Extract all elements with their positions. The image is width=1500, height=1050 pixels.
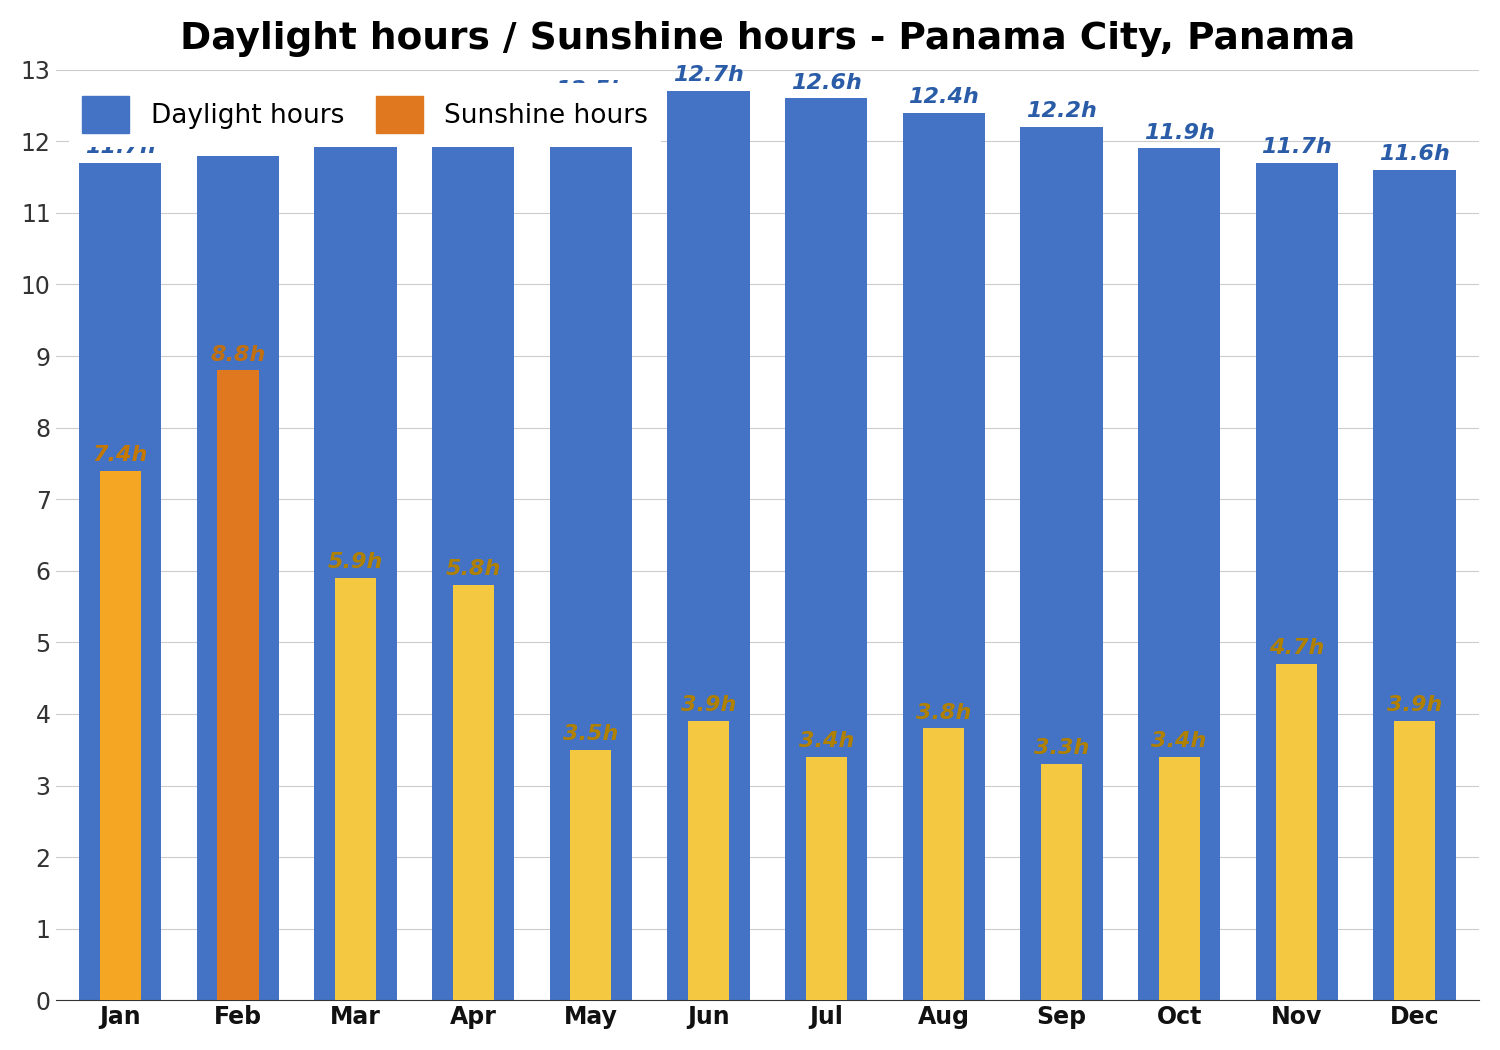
Bar [668, 91, 750, 1001]
Text: 11.8h: 11.8h [202, 130, 273, 150]
Text: 12.1h: 12.1h [320, 108, 392, 128]
Bar [903, 112, 986, 1001]
Bar [1158, 757, 1200, 1001]
Bar [196, 155, 279, 1001]
Bar [1020, 127, 1102, 1001]
Text: 12.6h: 12.6h [790, 72, 861, 92]
Text: 3.9h: 3.9h [1388, 695, 1441, 715]
Bar [1138, 148, 1221, 1001]
Bar [453, 585, 494, 1001]
Text: 3.9h: 3.9h [681, 695, 736, 715]
Bar [924, 729, 964, 1001]
Bar [1374, 170, 1455, 1001]
Text: 11.7h: 11.7h [1262, 136, 1332, 158]
Bar [1041, 764, 1082, 1001]
Text: 12.2h: 12.2h [1026, 101, 1096, 121]
Text: 8.8h: 8.8h [210, 344, 266, 364]
Text: 12.4h: 12.4h [909, 87, 980, 107]
Text: 3.5h: 3.5h [562, 724, 618, 744]
Bar [315, 134, 398, 1001]
Bar [688, 721, 729, 1001]
Text: 5.8h: 5.8h [446, 560, 501, 580]
Text: 3.8h: 3.8h [916, 702, 972, 722]
Text: 12.5h: 12.5h [555, 80, 627, 100]
Title: Daylight hours / Sunshine hours - Panama City, Panama: Daylight hours / Sunshine hours - Panama… [180, 21, 1354, 57]
Text: 3.4h: 3.4h [1152, 731, 1208, 751]
Text: 11.9h: 11.9h [1143, 123, 1215, 143]
Bar [80, 163, 162, 1001]
Bar [432, 120, 514, 1001]
Bar [1394, 721, 1435, 1001]
Bar [784, 99, 867, 1001]
Legend: Daylight hours, Sunshine hours: Daylight hours, Sunshine hours [69, 83, 662, 147]
Bar [1276, 664, 1317, 1001]
Text: 3.3h: 3.3h [1034, 738, 1089, 758]
Text: 11.7h: 11.7h [86, 136, 156, 158]
Bar [806, 757, 847, 1001]
Text: 7.4h: 7.4h [93, 445, 148, 465]
Text: 4.7h: 4.7h [1269, 638, 1324, 658]
Bar [1256, 163, 1338, 1001]
Text: 5.9h: 5.9h [328, 552, 384, 572]
Text: 3.4h: 3.4h [798, 731, 853, 751]
Bar [570, 750, 612, 1001]
Bar [217, 371, 258, 1001]
Bar [99, 470, 141, 1001]
Text: 12.3h: 12.3h [438, 94, 509, 114]
Bar [549, 105, 632, 1001]
Text: 12.7h: 12.7h [674, 65, 744, 85]
Bar [334, 578, 376, 1001]
Text: 11.6h: 11.6h [1378, 144, 1450, 164]
